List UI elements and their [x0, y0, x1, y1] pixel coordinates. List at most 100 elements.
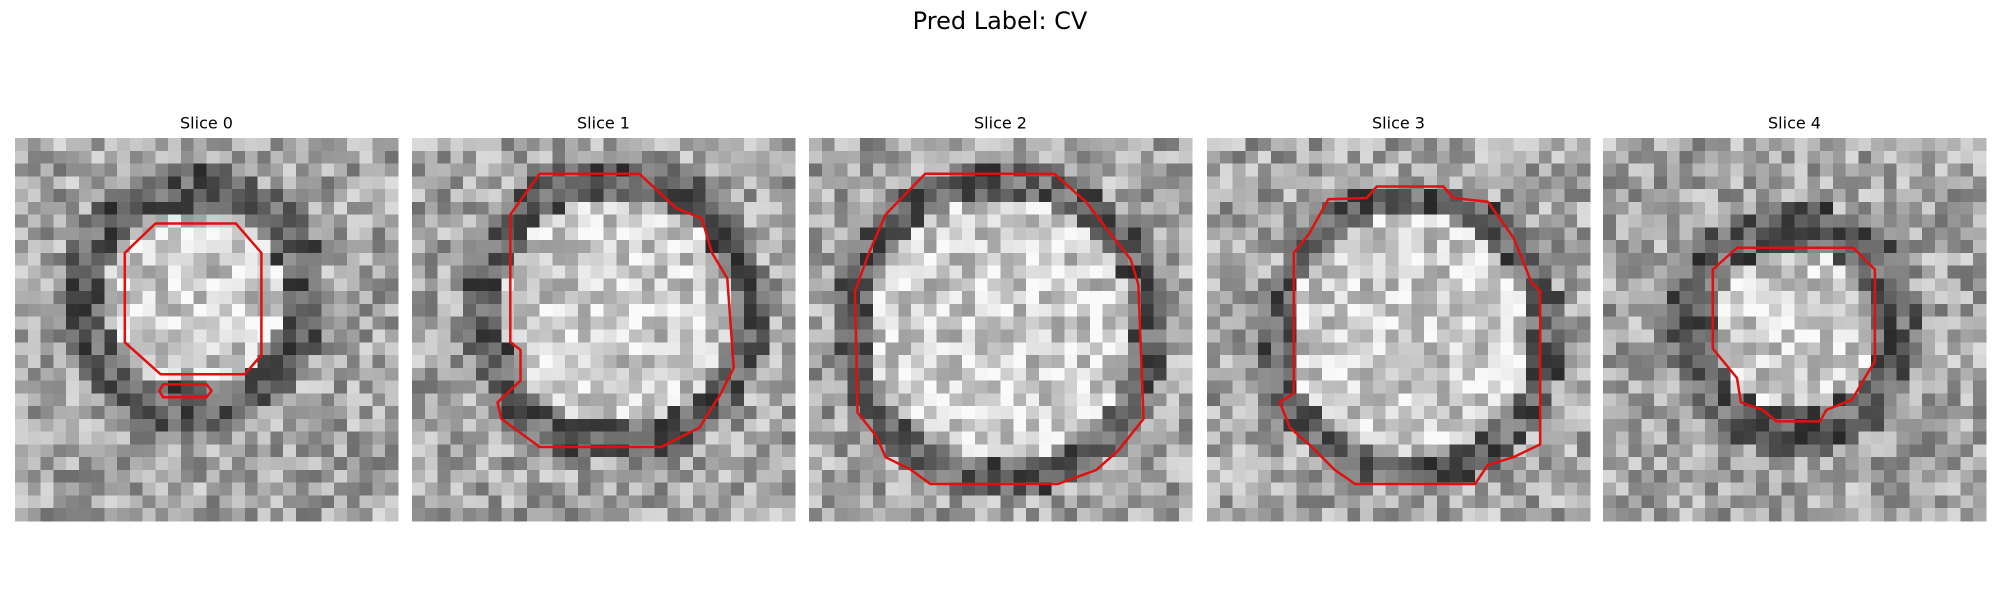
pixel — [283, 469, 297, 483]
pixel — [898, 214, 912, 228]
pixel — [1692, 457, 1706, 471]
pixel — [1832, 444, 1846, 458]
pixel — [1794, 176, 1808, 190]
pixel — [1475, 316, 1489, 330]
pixel — [526, 495, 540, 509]
pixel — [283, 138, 297, 152]
pixel — [1564, 163, 1578, 177]
pixel — [616, 227, 630, 241]
pixel — [424, 316, 438, 330]
pixel — [1858, 303, 1872, 318]
pixel — [1309, 469, 1323, 483]
pixel — [834, 380, 848, 394]
pixel — [577, 265, 592, 279]
pixel — [40, 431, 54, 445]
pixel — [180, 342, 195, 356]
pixel — [91, 495, 105, 509]
pixel — [1896, 189, 1910, 203]
pixel — [1411, 316, 1425, 330]
pixel — [359, 418, 373, 432]
pixel — [91, 252, 105, 266]
pixel — [1883, 355, 1897, 369]
pixel — [412, 138, 426, 152]
pixel — [769, 189, 783, 203]
pixel — [821, 189, 835, 203]
pixel — [923, 495, 937, 509]
pixel — [526, 265, 540, 279]
pixel — [731, 495, 745, 509]
pixel — [936, 469, 950, 483]
pixel — [1140, 201, 1154, 215]
pixel — [1000, 138, 1014, 152]
pixel — [104, 303, 118, 318]
pixel — [1883, 469, 1897, 483]
pixel — [1102, 163, 1116, 177]
pixel — [1207, 355, 1221, 369]
pixel — [27, 482, 41, 496]
pixel — [1219, 406, 1233, 420]
pixel — [1166, 495, 1180, 509]
pixel — [78, 240, 92, 254]
pixel — [1051, 495, 1065, 509]
segmentation-contour — [123, 222, 263, 376]
pixel — [1730, 189, 1744, 203]
pixel — [1372, 252, 1387, 266]
pixel — [1781, 265, 1795, 279]
pixel — [232, 355, 246, 369]
pixel — [1934, 278, 1948, 292]
pixel — [1679, 291, 1693, 305]
pixel — [1449, 457, 1463, 471]
pixel — [78, 342, 92, 356]
pixel — [1896, 278, 1910, 292]
pixel — [1832, 418, 1846, 432]
pixel — [1270, 482, 1284, 496]
pixel — [987, 240, 1001, 254]
pixel — [936, 342, 950, 356]
pixel — [1551, 201, 1565, 215]
pixel — [219, 418, 233, 432]
pixel — [731, 303, 745, 318]
pixel — [104, 508, 118, 522]
pixel — [1717, 265, 1731, 279]
pixel — [219, 444, 233, 458]
pixel — [1115, 393, 1129, 407]
pixel — [974, 138, 989, 152]
pixel — [283, 240, 297, 254]
pixel — [1858, 240, 1872, 254]
pixel — [1411, 138, 1425, 152]
pixel — [1615, 508, 1629, 522]
pixel — [936, 303, 950, 318]
pixel — [155, 444, 169, 458]
pixel — [936, 355, 950, 369]
pixel — [270, 240, 284, 254]
pixel — [334, 418, 348, 432]
pixel — [616, 482, 630, 496]
pixel — [1038, 138, 1052, 152]
pixel — [1360, 469, 1374, 483]
pixel — [898, 380, 912, 394]
pixel — [1705, 431, 1719, 445]
pixel — [756, 406, 770, 420]
pixel — [1038, 482, 1052, 496]
pixel — [1679, 329, 1693, 343]
pixel — [1692, 163, 1706, 177]
pixel — [1334, 138, 1348, 152]
pixel — [1064, 227, 1078, 241]
pixel — [1845, 329, 1859, 343]
pixel — [232, 252, 246, 266]
pixel — [1153, 367, 1167, 381]
pixel — [923, 355, 937, 369]
pixel — [1666, 252, 1680, 266]
pixel — [1089, 150, 1103, 164]
figure-title: Pred Label: CV — [913, 7, 1088, 35]
pixel — [923, 150, 937, 164]
pixel — [27, 316, 41, 330]
pixel — [1615, 406, 1629, 420]
pixel — [1871, 240, 1885, 254]
pixel — [66, 163, 80, 177]
pixel — [1551, 418, 1565, 432]
pixel — [463, 329, 477, 343]
pixel — [1781, 393, 1795, 407]
pixel — [1166, 469, 1180, 483]
pixel — [526, 227, 540, 241]
